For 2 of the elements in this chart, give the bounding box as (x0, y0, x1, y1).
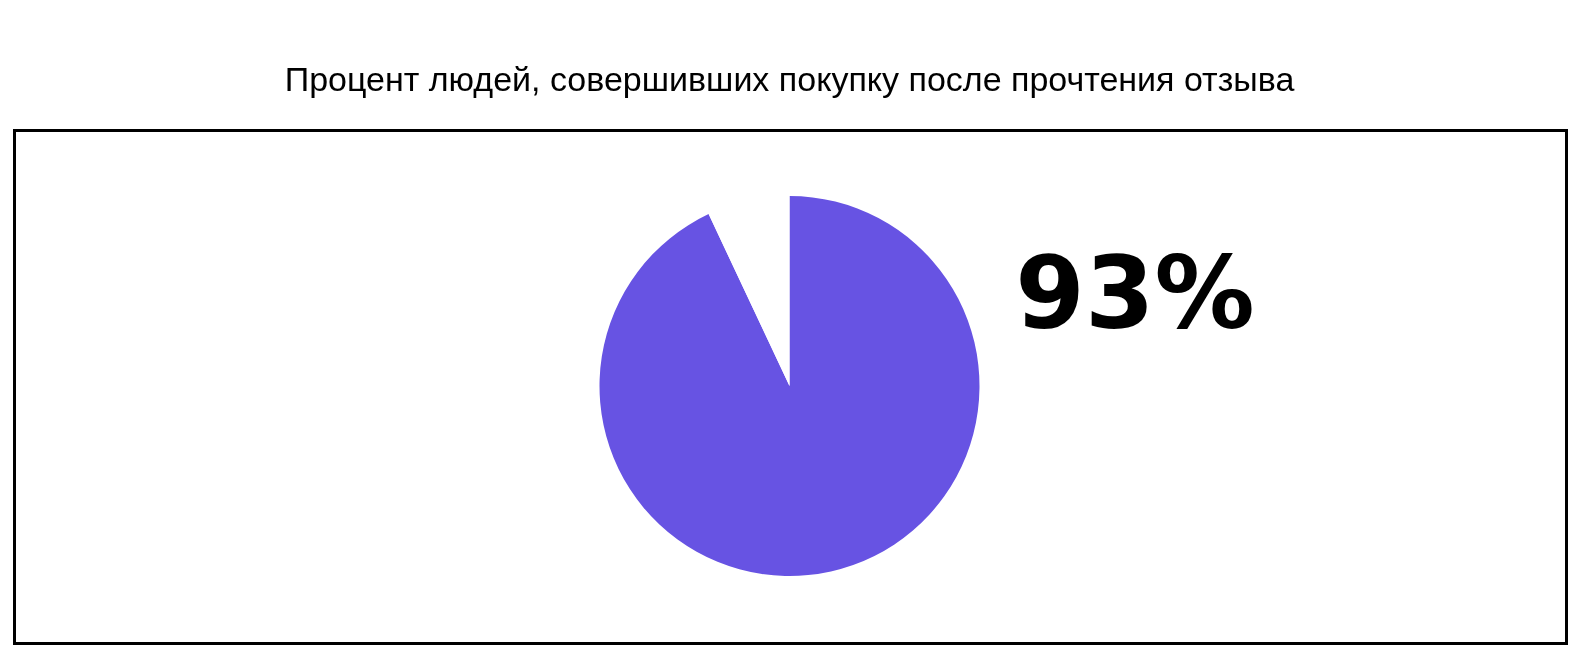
chart-title: Процент людей, совершивших покупку после прочтения отзыва (284, 60, 1295, 98)
data-label: 93% (1015, 235, 1255, 352)
